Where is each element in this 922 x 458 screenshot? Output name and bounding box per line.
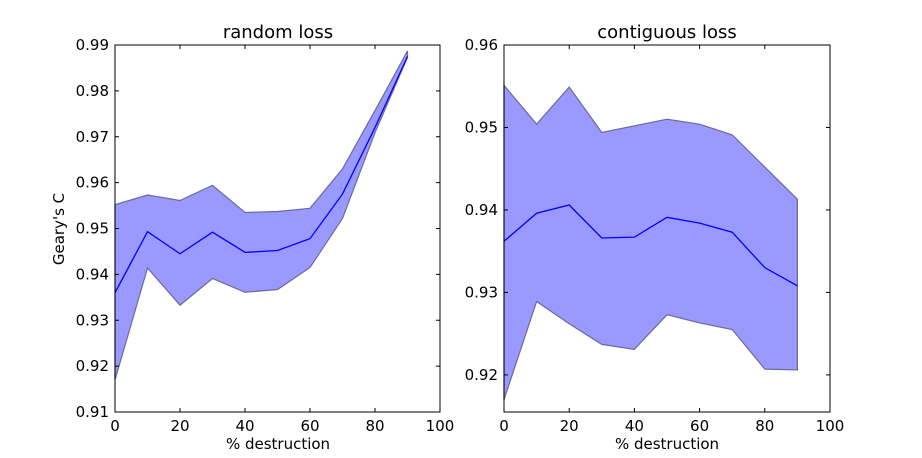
random-loss-y-tick-label: 0.99 — [76, 36, 109, 54]
contiguous-loss-y-tick-label: 0.95 — [465, 118, 498, 136]
contiguous-loss-x-tick-label: 40 — [625, 417, 644, 435]
random-loss-y-axis-label: Geary's C — [50, 193, 68, 265]
random-loss-x-axis-label: % destruction — [226, 435, 330, 453]
random-loss-x-tick-label: 40 — [235, 417, 254, 435]
contiguous-loss-x-tick-label: 100 — [816, 417, 845, 435]
random-loss-mean-line — [114, 56, 409, 294]
contiguous-loss-y-tick-label: 0.94 — [465, 201, 498, 219]
contiguous-loss-panel: contiguous loss % destruction 0 20 40 60 80 1… — [465, 22, 845, 453]
contiguous-loss-y-tick-label: 0.96 — [465, 36, 498, 54]
contiguous-loss-axes-frame — [503, 44, 831, 413]
random-loss-x-tick-label: 80 — [365, 417, 384, 435]
random-loss-title: random loss — [223, 22, 333, 43]
contiguous-loss-x-tick-label: 20 — [560, 417, 579, 435]
random-loss-y-tick-label: 0.91 — [76, 403, 109, 421]
random-loss-y-tick-label: 0.94 — [76, 265, 109, 283]
contiguous-loss-mean-line — [503, 204, 798, 287]
random-loss-x-tick-label: 0 — [110, 417, 120, 435]
random-loss-x-tick-label: 20 — [170, 417, 189, 435]
contiguous-loss-x-tick-label: 0 — [499, 417, 509, 435]
random-loss-y-tick-label: 0.93 — [76, 311, 109, 329]
random-loss-y-tick-label: 0.95 — [76, 220, 109, 238]
contiguous-loss-y-tick-label: 0.93 — [465, 283, 498, 301]
contiguous-loss-confidence-band — [503, 83, 799, 400]
random-loss-y-tick-label: 0.96 — [76, 174, 109, 192]
random-loss-y-tick-label: 0.97 — [76, 128, 109, 146]
random-loss-y-tick-label: 0.98 — [76, 82, 109, 100]
contiguous-loss-title: contiguous loss — [597, 22, 737, 43]
contiguous-loss-y-tick-label: 0.92 — [465, 366, 498, 384]
random-loss-panel: random loss % destruction Geary's C 0 20 4… — [50, 22, 454, 453]
random-loss-x-tick-label: 100 — [426, 417, 455, 435]
contiguous-loss-x-axis-label: % destruction — [615, 435, 719, 453]
contiguous-loss-x-tick-label: 80 — [755, 417, 774, 435]
random-loss-x-tick-label: 60 — [300, 417, 319, 435]
contiguous-loss-x-tick-label: 60 — [690, 417, 709, 435]
random-loss-y-tick-label: 0.92 — [76, 357, 109, 375]
